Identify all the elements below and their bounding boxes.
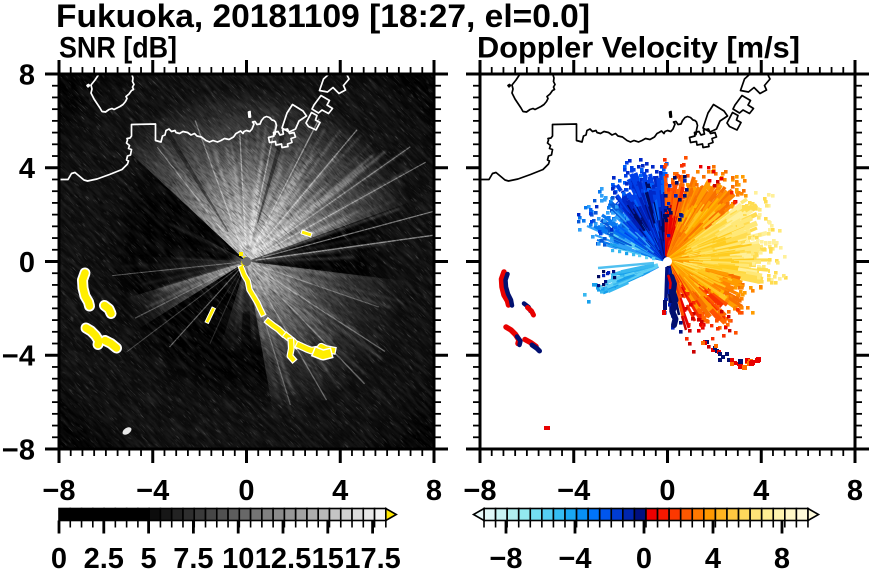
svg-text:−8: −8 xyxy=(489,543,522,570)
svg-text:−4: −4 xyxy=(2,341,35,373)
svg-text:0: 0 xyxy=(659,475,675,507)
svg-text:−8: −8 xyxy=(463,475,496,507)
svg-text:0: 0 xyxy=(51,543,67,570)
svg-text:0: 0 xyxy=(636,543,652,570)
svg-text:−4: −4 xyxy=(558,543,591,570)
svg-text:Doppler Velocity [m/s]: Doppler Velocity [m/s] xyxy=(477,32,800,65)
svg-text:−4: −4 xyxy=(557,475,590,507)
svg-text:−8: −8 xyxy=(42,475,75,507)
svg-text:Fukuoka, 20181109 [18:27, el=0: Fukuoka, 20181109 [18:27, el=0.0] xyxy=(56,0,590,34)
svg-text:SNR [dB]: SNR [dB] xyxy=(59,32,177,65)
svg-text:4: 4 xyxy=(19,153,35,185)
svg-text:−8: −8 xyxy=(2,434,35,466)
svg-text:2.5: 2.5 xyxy=(84,543,124,570)
svg-text:7.5: 7.5 xyxy=(173,543,213,570)
svg-text:0: 0 xyxy=(19,247,35,279)
svg-text:4: 4 xyxy=(332,475,348,507)
svg-text:8: 8 xyxy=(19,59,35,91)
svg-text:8: 8 xyxy=(426,475,442,507)
svg-text:12.5: 12.5 xyxy=(255,543,311,570)
svg-text:5: 5 xyxy=(141,543,157,570)
svg-text:15: 15 xyxy=(312,543,344,570)
svg-text:0: 0 xyxy=(238,475,254,507)
svg-text:8: 8 xyxy=(774,543,790,570)
svg-text:4: 4 xyxy=(753,475,769,507)
svg-text:4: 4 xyxy=(705,543,721,570)
svg-text:8: 8 xyxy=(847,475,863,507)
svg-text:10: 10 xyxy=(222,543,254,570)
svg-text:17.5: 17.5 xyxy=(344,543,400,570)
svg-text:−4: −4 xyxy=(136,475,169,507)
